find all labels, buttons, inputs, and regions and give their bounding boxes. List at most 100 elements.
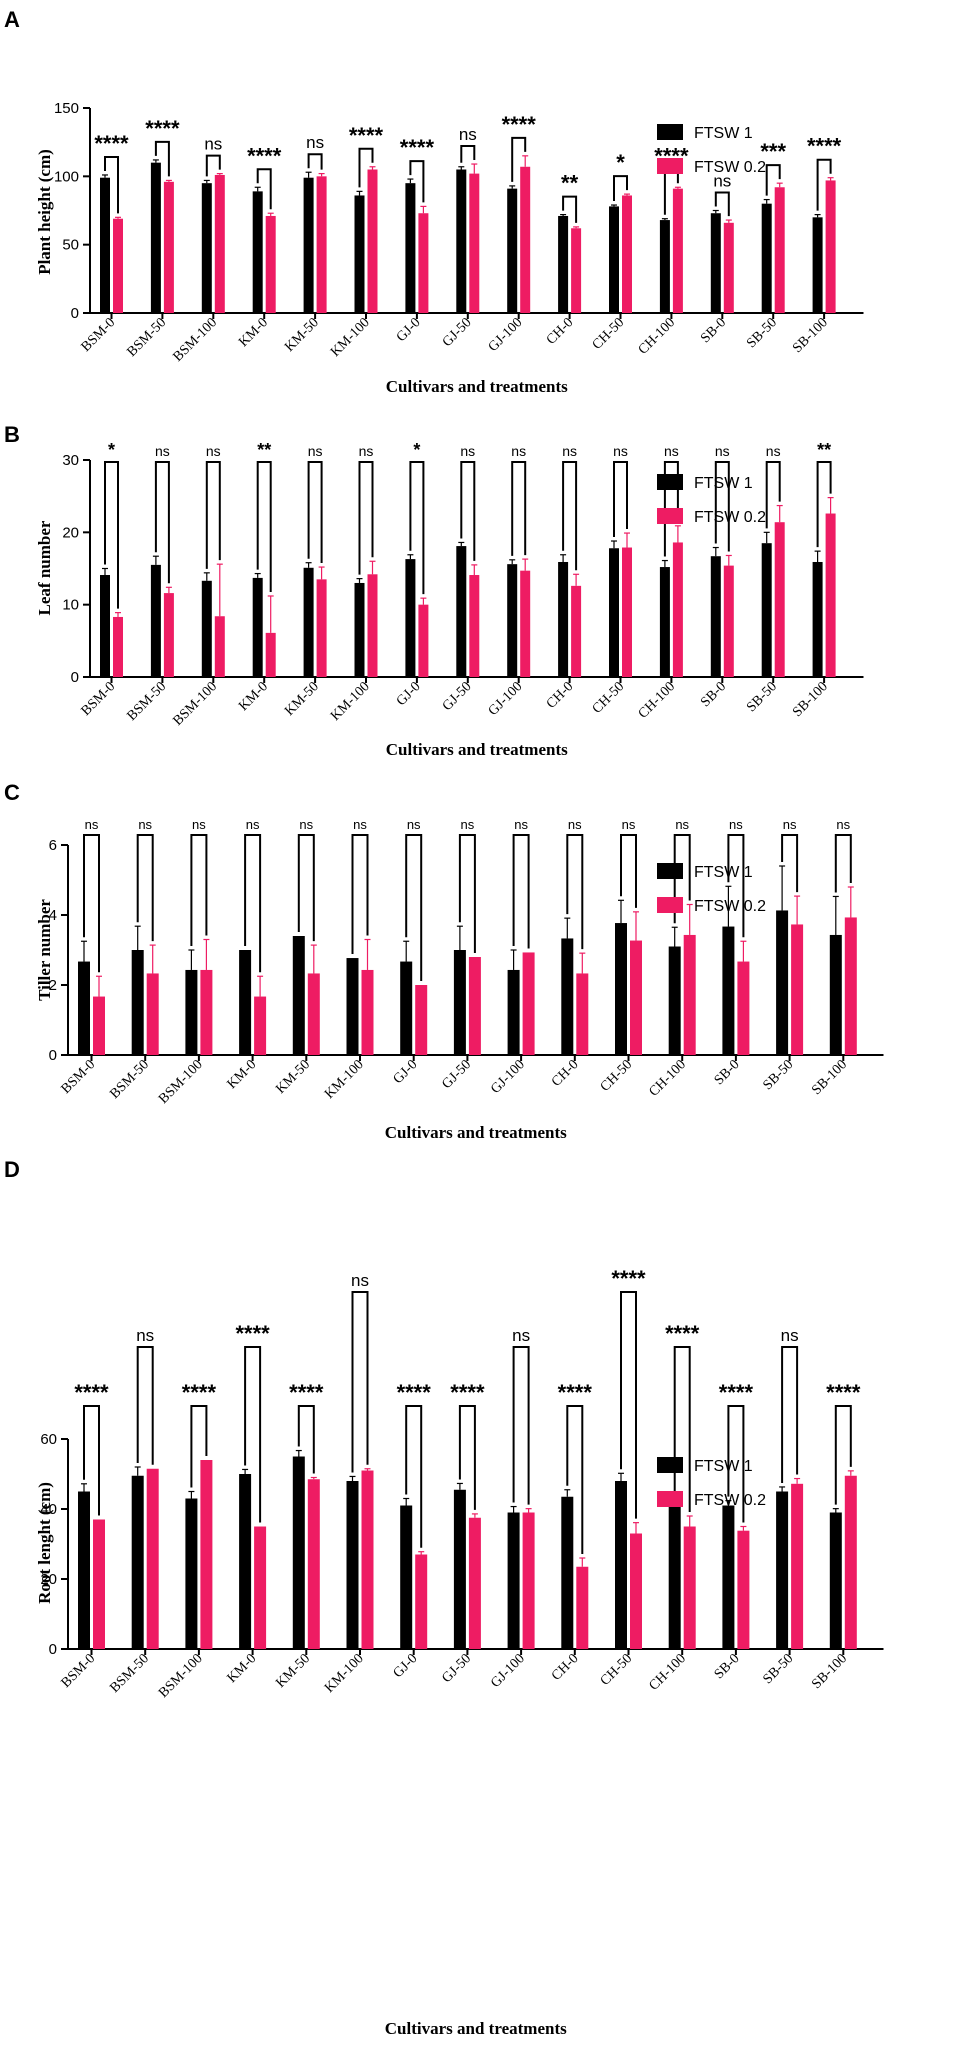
significance-label: ns <box>781 1326 799 1345</box>
significance-label: ns <box>299 817 313 832</box>
significance-bracket <box>244 1346 262 1523</box>
bar-ftsw1 <box>668 946 681 1055</box>
significance-label: *** <box>760 139 786 164</box>
significance-bracket <box>816 158 832 211</box>
significance-bracket <box>727 1405 745 1523</box>
bar-ftsw02 <box>146 1468 159 1649</box>
significance-label: **** <box>247 143 282 168</box>
significance-bracket <box>458 834 476 953</box>
significance-label: **** <box>94 131 129 156</box>
significance-label: ns <box>308 443 323 459</box>
panel-label: D <box>4 1157 20 1182</box>
x-tick-label: GJ-100 <box>486 315 526 355</box>
bar-ftsw1 <box>346 1481 359 1649</box>
significance-label: ns <box>204 135 222 154</box>
bar-ftsw1 <box>292 1456 305 1649</box>
bar-ftsw02 <box>93 996 105 1055</box>
bar-ftsw02 <box>163 181 174 313</box>
bar-ftsw1 <box>668 1503 681 1649</box>
panel-label: A <box>4 7 20 32</box>
x-tick-label: SB-0 <box>698 679 729 710</box>
significance-bracket <box>307 153 323 170</box>
bar-ftsw02 <box>520 570 531 677</box>
bar-ftsw1 <box>776 1491 789 1649</box>
bar-ftsw1 <box>722 1505 735 1649</box>
significance-bracket <box>351 834 369 955</box>
panel-d: D Root lenght (cm) 0 20 40 60 BSM-0 **** BSM-50 n… <box>4 1157 884 2038</box>
significance-label: **** <box>145 116 180 141</box>
y-tick-label: 4 <box>49 907 57 924</box>
significance-bracket <box>714 191 730 217</box>
bar-ftsw02 <box>254 1526 267 1649</box>
y-tick-label: 40 <box>40 1501 57 1518</box>
significance-label: **** <box>719 1380 754 1405</box>
bar-ftsw1 <box>507 969 520 1055</box>
significance-bracket <box>154 461 170 584</box>
legend-swatch-ftsw02 <box>657 508 683 524</box>
bar-ftsw1 <box>615 1481 627 1649</box>
significance-bracket <box>620 1291 637 1519</box>
x-tick-label: BSM-50 <box>125 679 170 724</box>
x-tick-label: GJ-0 <box>394 315 424 345</box>
significance-bracket <box>566 834 584 950</box>
significance-bracket <box>83 1405 100 1516</box>
bar-ftsw02 <box>367 169 378 313</box>
legend-label-ftsw02: FTSW 0.2 <box>694 509 766 526</box>
bar-ftsw1 <box>776 910 789 1055</box>
bar-ftsw1 <box>507 564 518 677</box>
bar-ftsw1 <box>456 169 467 313</box>
significance-bracket <box>405 1405 423 1548</box>
x-tick-label: SB-100 <box>809 1651 850 1692</box>
bar-ftsw02 <box>367 574 378 677</box>
bar-ftsw02 <box>576 1566 589 1649</box>
bar-ftsw1 <box>710 556 721 677</box>
x-tick-label: CH-50 <box>590 315 628 353</box>
y-tick-label: 0 <box>49 1641 57 1658</box>
x-tick-label: BSM-100 <box>156 1651 206 1701</box>
significance-bracket <box>409 461 425 595</box>
bar-ftsw02 <box>571 228 582 313</box>
significance-label: ns <box>460 443 475 459</box>
bar-ftsw1 <box>292 936 305 1055</box>
bar-ftsw1 <box>829 934 842 1055</box>
legend-label-ftsw1: FTSW 1 <box>694 864 753 881</box>
x-tick-label: GJ-0 <box>394 679 424 709</box>
significance-bracket <box>83 834 100 973</box>
significance-bracket <box>358 147 374 188</box>
bar-ftsw02 <box>737 961 750 1055</box>
x-tick-label: KM-100 <box>322 1651 367 1696</box>
bar-ftsw02 <box>622 547 632 677</box>
bar-ftsw1 <box>252 577 263 677</box>
bar-ftsw1 <box>400 961 413 1055</box>
significance-bracket <box>781 834 799 893</box>
significance-bracket <box>562 195 578 223</box>
significance-bracket <box>613 461 628 538</box>
x-tick-label: KM-0 <box>236 315 271 350</box>
bar-ftsw02 <box>622 195 632 313</box>
significance-label: ns <box>766 443 781 459</box>
bar-ftsw02 <box>113 218 123 313</box>
y-axis-title: Root lenght (cm) <box>35 1482 54 1604</box>
y-tick-label: 150 <box>54 100 79 117</box>
bar-ftsw1 <box>150 564 161 677</box>
bar-ftsw02 <box>520 166 531 313</box>
significance-label: **** <box>450 1380 485 1405</box>
significance-label: ns <box>783 817 797 832</box>
significance-bracket <box>566 1405 584 1554</box>
significance-label: ns <box>568 817 582 832</box>
significance-label: * <box>616 150 625 175</box>
significance-bracket <box>104 461 119 609</box>
significance-bracket <box>512 834 530 949</box>
significance-bracket <box>190 1405 208 1488</box>
legend-swatch-ftsw1 <box>657 474 683 490</box>
significance-bracket <box>511 136 527 182</box>
x-tick-label: CH-100 <box>647 1057 690 1100</box>
significance-label: ns <box>353 817 367 832</box>
legend-label-ftsw1: FTSW 1 <box>694 475 753 492</box>
x-tick-label: CH-0 <box>544 315 577 348</box>
significance-bracket <box>727 834 745 938</box>
bar-ftsw1 <box>829 1512 842 1649</box>
bar-ftsw1 <box>100 177 110 313</box>
